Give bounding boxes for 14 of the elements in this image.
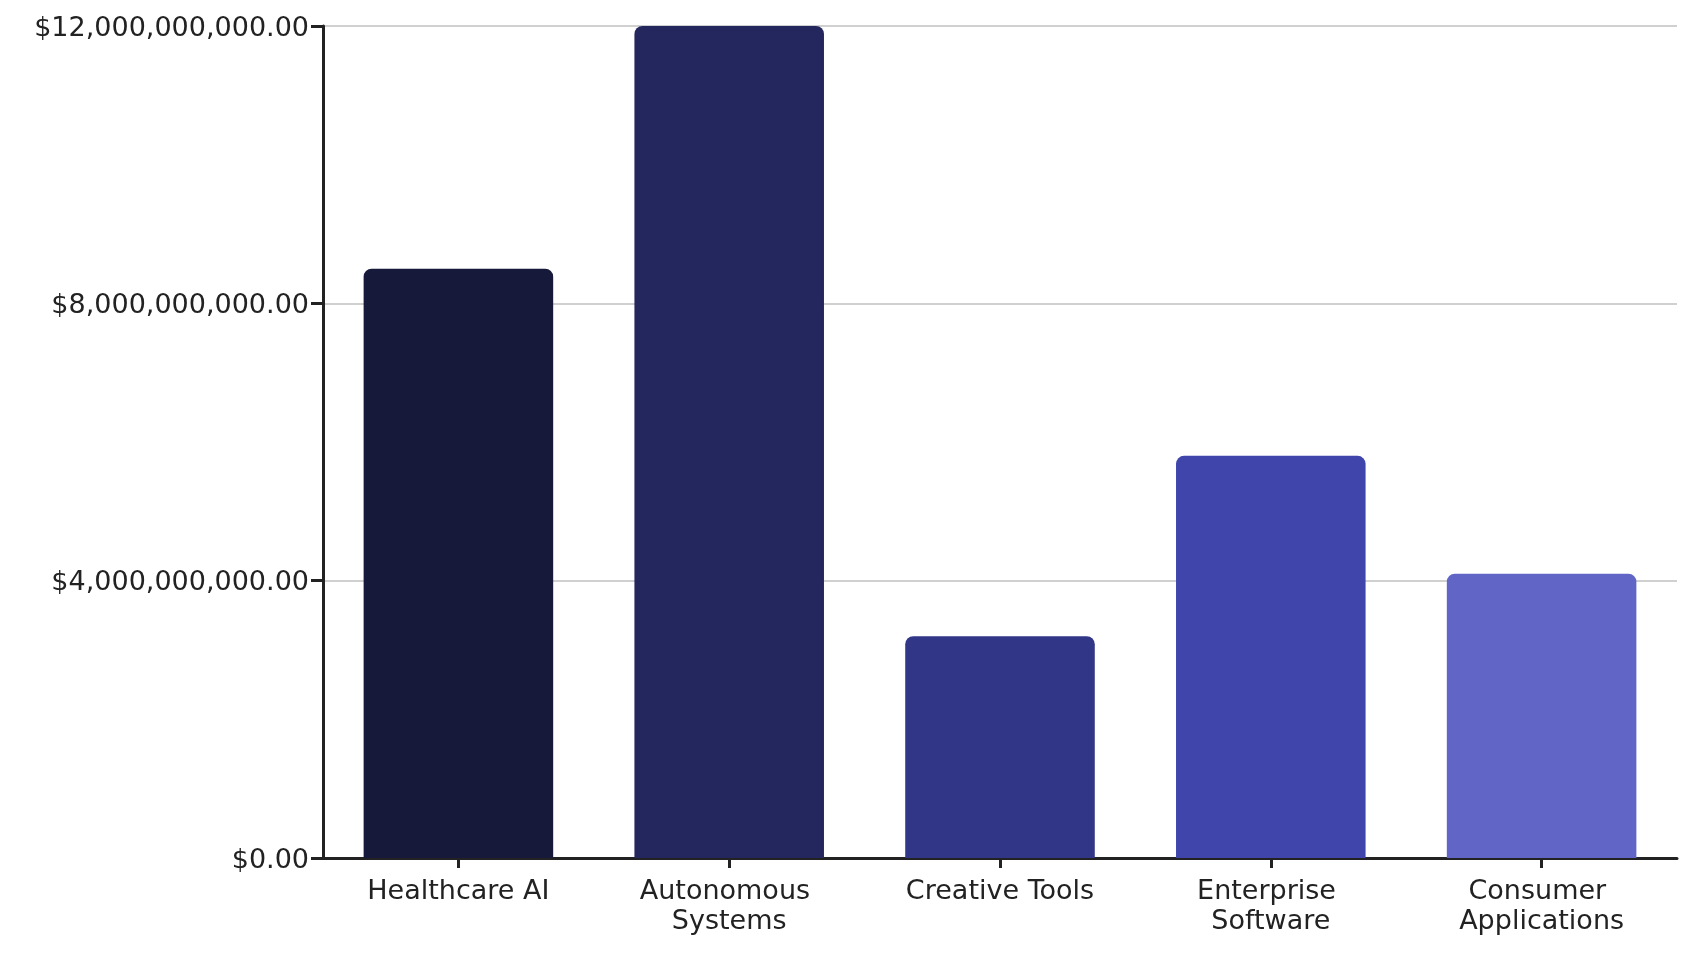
x-tick-label: Healthcare AI — [367, 873, 550, 905]
y-tick-label: $4,000,000,000.00 — [51, 565, 309, 597]
y-tick-label: $8,000,000,000.00 — [51, 287, 309, 319]
bar — [1176, 455, 1366, 858]
bar — [363, 268, 554, 858]
y-tick-label: $0.00 — [231, 842, 309, 874]
bar — [1446, 573, 1637, 858]
x-tick-label: Enterprise Software — [1197, 873, 1345, 935]
x-tick-label: Creative Tools — [905, 873, 1095, 905]
bar — [634, 26, 824, 858]
x-tick-label: Autonomous Systems — [639, 873, 819, 935]
y-tick-label: $12,000,000,000.00 — [34, 10, 309, 42]
bar — [905, 636, 1095, 858]
x-tick-label: Consumer Applications — [1459, 873, 1625, 935]
